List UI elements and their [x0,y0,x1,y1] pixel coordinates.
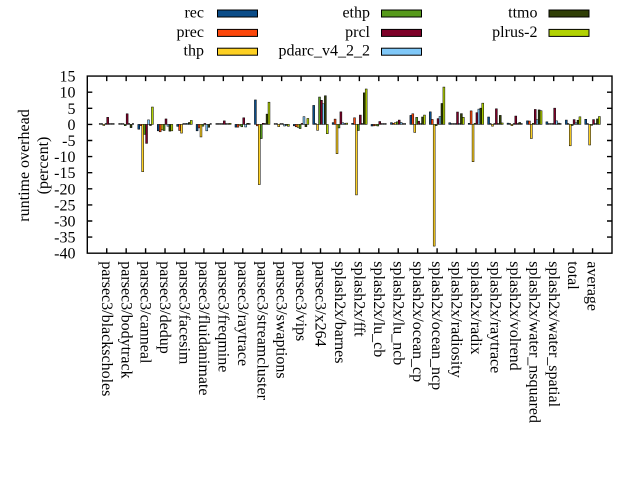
svg-text:runtime overhead: runtime overhead [16,109,33,221]
svg-text:-25: -25 [54,197,75,214]
svg-text:plrus-2: plrus-2 [492,24,537,41]
svg-text:parsec3/canneal: parsec3/canneal [137,261,154,364]
svg-text:parsec3/facesim: parsec3/facesim [176,261,193,365]
svg-text:splash2x/volrend: splash2x/volrend [506,261,523,370]
svg-text:average: average [584,261,601,311]
svg-text:parsec3/swaptions: parsec3/swaptions [273,261,290,378]
svg-text:splash2x/water_spatial: splash2x/water_spatial [545,261,562,407]
svg-text:rec: rec [184,5,204,22]
svg-text:parsec3/blackscholes: parsec3/blackscholes [98,261,115,396]
svg-text:(percent): (percent) [35,137,52,195]
svg-text:splash2x/lu_ncb: splash2x/lu_ncb [389,261,406,365]
svg-text:splash2x/radix: splash2x/radix [467,261,484,354]
svg-text:splash2x/ocean_ncp: splash2x/ocean_ncp [428,261,445,390]
svg-text:-40: -40 [54,246,75,263]
svg-text:splash2x/ocean_cp: splash2x/ocean_cp [409,261,426,382]
svg-text:ethp: ethp [342,5,370,22]
svg-text:total: total [564,261,581,290]
svg-text:thp: thp [184,43,204,60]
svg-text:ttmo: ttmo [508,5,537,22]
svg-text:10: 10 [60,85,76,102]
svg-text:splash2x/water_nsquared: splash2x/water_nsquared [525,261,542,423]
svg-text:-10: -10 [54,149,75,166]
svg-text:parsec3/streamcluster: parsec3/streamcluster [253,261,270,400]
svg-text:-30: -30 [54,214,75,231]
svg-text:prec: prec [176,24,204,41]
svg-text:5: 5 [68,101,76,118]
svg-text:parsec3/freqmine: parsec3/freqmine [214,261,231,372]
svg-text:parsec3/fluidanimate: parsec3/fluidanimate [195,261,212,395]
svg-text:splash2x/radiosity: splash2x/radiosity [448,261,465,377]
svg-text:parsec3/dedup: parsec3/dedup [156,261,173,353]
svg-text:-20: -20 [54,181,75,198]
svg-text:-35: -35 [54,230,75,247]
svg-text:15: 15 [60,69,76,86]
svg-text:parsec3/raytrace: parsec3/raytrace [234,261,251,366]
svg-text:-5: -5 [62,133,75,150]
svg-text:0: 0 [68,117,76,134]
svg-text:prcl: prcl [345,24,370,41]
svg-text:splash2x/raytrace: splash2x/raytrace [487,261,504,373]
svg-text:splash2x/barnes: splash2x/barnes [331,261,348,363]
svg-text:pdarc_v4_2_2: pdarc_v4_2_2 [278,43,370,60]
svg-text:-15: -15 [54,165,75,182]
svg-text:splash2x/fft: splash2x/fft [350,261,367,337]
svg-text:splash2x/lu_cb: splash2x/lu_cb [370,261,387,357]
svg-text:parsec3/vips: parsec3/vips [292,261,309,341]
svg-text:parsec3/x264: parsec3/x264 [312,261,329,346]
svg-text:parsec3/bodytrack: parsec3/bodytrack [117,261,134,378]
